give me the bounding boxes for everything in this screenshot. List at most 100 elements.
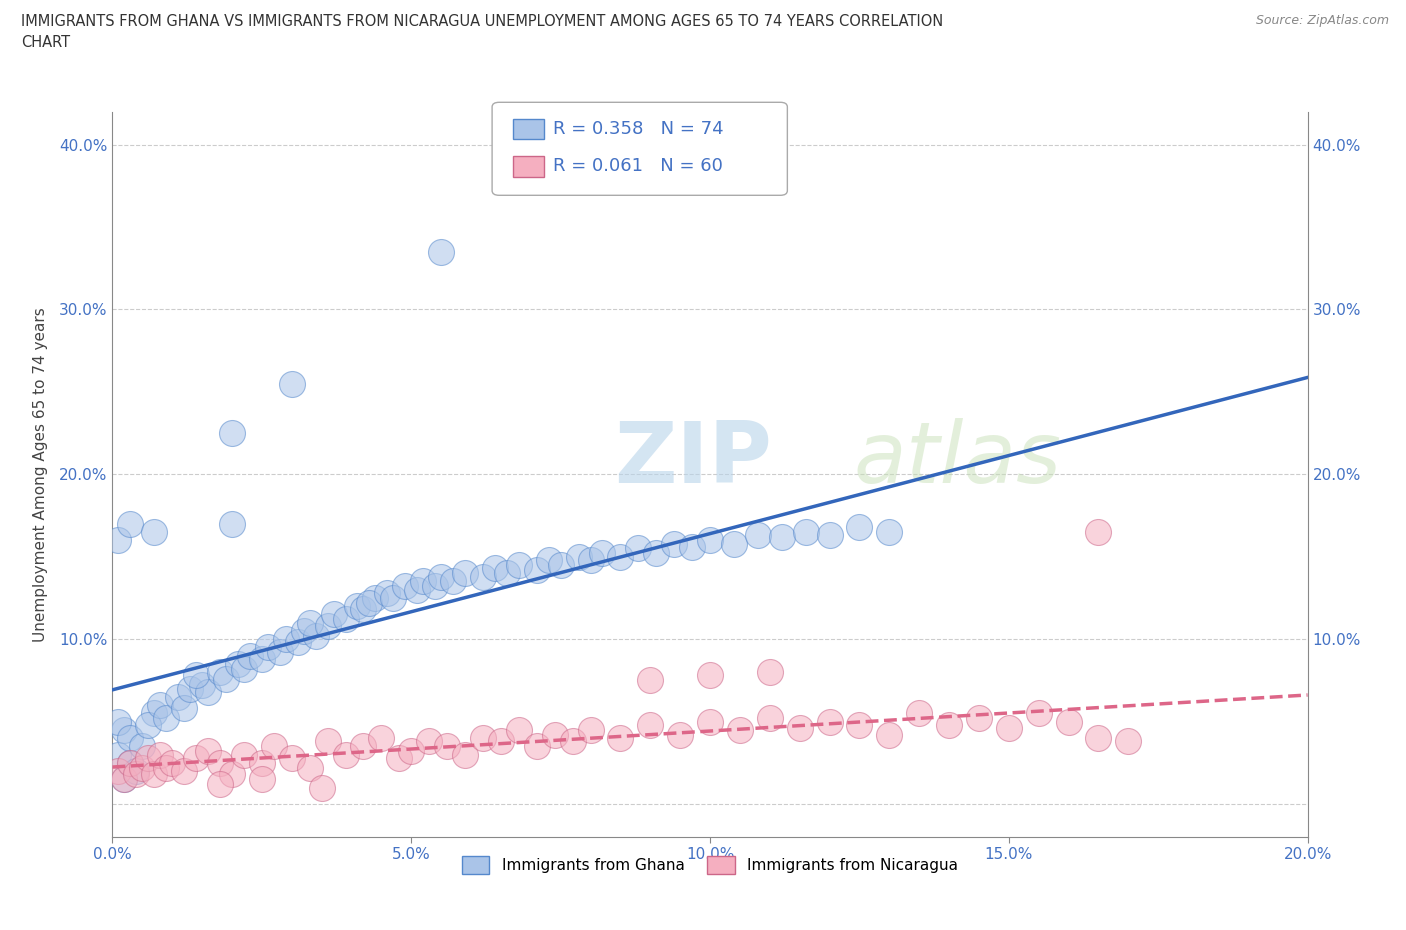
Point [346, 599, 368, 614]
Point [114, 723, 135, 737]
Point [699, 668, 721, 683]
Point [568, 550, 591, 565]
Point [107, 764, 129, 778]
Point [149, 747, 172, 762]
Point [191, 678, 214, 693]
Point [526, 563, 548, 578]
Point [550, 558, 572, 573]
Point [508, 723, 530, 737]
Point [489, 734, 512, 749]
Point [335, 612, 357, 627]
Point [848, 717, 870, 732]
Legend: Immigrants from Ghana, Immigrants from Nicaragua: Immigrants from Ghana, Immigrants from N… [456, 850, 965, 880]
Point [418, 734, 440, 749]
Point [430, 245, 453, 259]
Point [287, 635, 309, 650]
Point [879, 727, 901, 742]
Point [496, 565, 519, 580]
Point [120, 755, 142, 770]
Point [257, 640, 280, 655]
Point [143, 525, 166, 539]
Point [640, 717, 662, 732]
Point [186, 668, 208, 683]
Point [311, 780, 333, 795]
Point [305, 629, 328, 644]
Point [197, 744, 219, 759]
Point [406, 582, 429, 597]
Point [681, 539, 703, 554]
Point [794, 525, 817, 539]
Point [430, 569, 453, 584]
Point [789, 721, 811, 736]
Point [186, 751, 208, 765]
Text: ZIP: ZIP [614, 418, 772, 501]
Point [747, 528, 769, 543]
Point [353, 602, 375, 617]
Point [401, 744, 423, 759]
Point [669, 727, 692, 742]
Point [263, 738, 285, 753]
Point [173, 764, 195, 778]
Point [173, 701, 195, 716]
Point [412, 574, 434, 589]
Point [281, 751, 304, 765]
Point [454, 747, 477, 762]
Point [818, 528, 841, 543]
Point [316, 618, 339, 633]
Text: CHART: CHART [21, 35, 70, 50]
Point [209, 665, 232, 680]
Point [322, 607, 344, 622]
Point [155, 711, 177, 725]
Point [759, 711, 782, 725]
Point [537, 552, 560, 567]
Point [120, 755, 142, 770]
Point [609, 731, 631, 746]
Point [472, 731, 495, 746]
Point [274, 631, 297, 646]
Point [359, 595, 381, 610]
Text: IMMIGRANTS FROM GHANA VS IMMIGRANTS FROM NICARAGUA UNEMPLOYMENT AMONG AGES 65 TO: IMMIGRANTS FROM GHANA VS IMMIGRANTS FROM… [21, 14, 943, 29]
Point [543, 727, 565, 742]
Point [561, 734, 583, 749]
Point [1118, 734, 1140, 749]
Point [592, 546, 614, 561]
Point [131, 761, 153, 776]
Point [125, 764, 148, 778]
Point [292, 623, 315, 638]
Point [233, 661, 256, 676]
Point [879, 525, 901, 539]
Point [250, 772, 273, 787]
Point [1087, 525, 1109, 539]
Point [221, 767, 243, 782]
Point [143, 767, 166, 782]
Point [526, 738, 548, 753]
Point [298, 761, 321, 776]
Point [664, 536, 686, 551]
Point [699, 533, 721, 548]
Point [353, 738, 375, 753]
Point [107, 714, 129, 729]
Point [441, 574, 464, 589]
Point [508, 558, 530, 573]
Point [131, 738, 153, 753]
Point [484, 561, 506, 576]
Point [579, 552, 602, 567]
Point [579, 723, 602, 737]
Point [138, 717, 160, 732]
Point [382, 591, 405, 605]
Point [107, 533, 129, 548]
Point [998, 721, 1021, 736]
Point [1028, 706, 1050, 721]
Point [125, 767, 148, 782]
Point [162, 755, 183, 770]
Point [699, 714, 721, 729]
Text: Source: ZipAtlas.com: Source: ZipAtlas.com [1256, 14, 1389, 27]
Point [209, 777, 232, 791]
Point [645, 546, 668, 561]
Point [233, 747, 256, 762]
Point [149, 698, 172, 712]
Point [215, 671, 238, 686]
Point [120, 516, 142, 531]
Point [221, 516, 243, 531]
Point [908, 706, 931, 721]
